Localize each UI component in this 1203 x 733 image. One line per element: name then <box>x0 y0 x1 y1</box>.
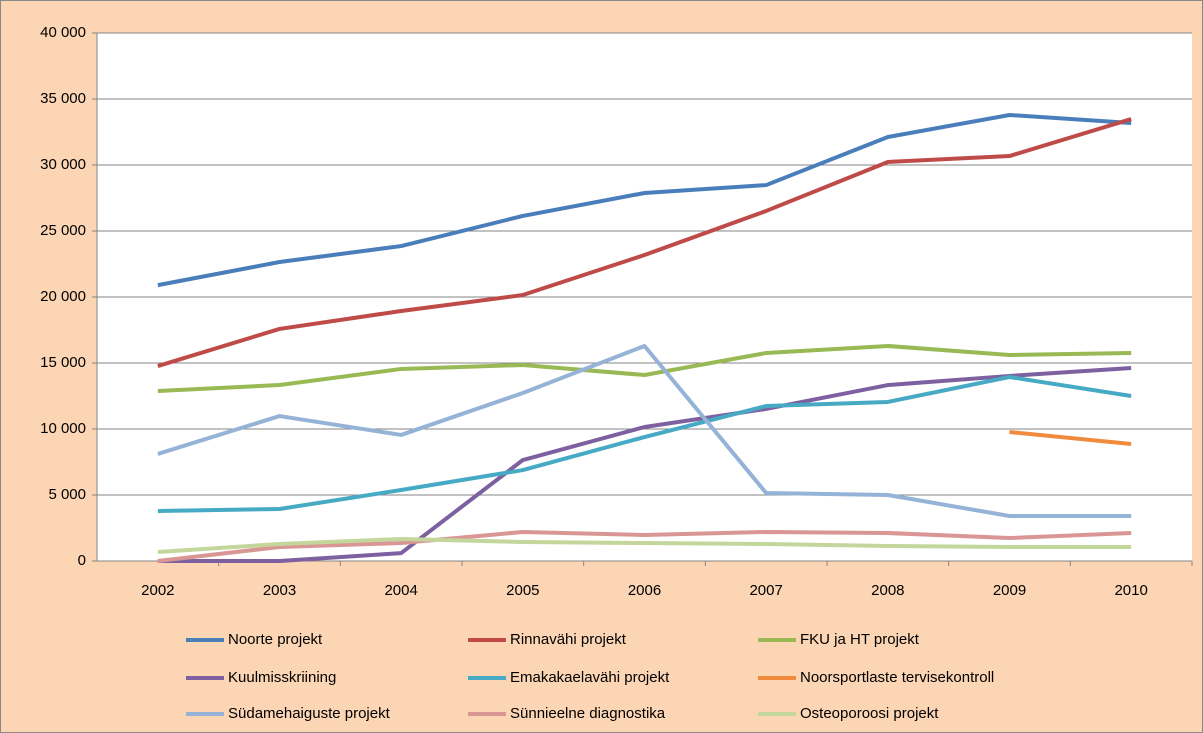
x-tick-label: 2006 <box>628 582 661 599</box>
x-tick-label: 2007 <box>749 582 782 599</box>
x-tick-label: 2005 <box>506 582 539 599</box>
series-line <box>157 366 1132 563</box>
y-tick-label: 25 000 <box>40 222 86 239</box>
legend-label: Osteoporoosi projekt <box>800 705 939 722</box>
y-tick-label: 10 000 <box>40 420 86 437</box>
series-line <box>157 374 1132 513</box>
x-tick-label: 2008 <box>871 582 904 599</box>
x-tick-label: 2003 <box>263 582 296 599</box>
y-tick-label: 15 000 <box>40 354 86 371</box>
x-tick-label: 2002 <box>141 582 174 599</box>
y-tick-label: 0 <box>78 552 86 569</box>
x-tick-label: 2004 <box>384 582 417 599</box>
y-tick-label: 40 000 <box>40 24 86 41</box>
legend-label: Emakakaelavähi projekt <box>510 669 670 686</box>
x-tick-label: 2009 <box>993 582 1026 599</box>
series-line <box>157 343 1132 393</box>
legend-label: Noorte projekt <box>228 631 323 648</box>
y-tick-label: 30 000 <box>40 156 86 173</box>
series-line <box>157 536 1132 555</box>
legend-label: Südamehaiguste projekt <box>228 705 391 722</box>
legend-label: FKU ja HT projekt <box>800 631 920 648</box>
y-tick-label: 5 000 <box>48 486 86 503</box>
legend-label: Sünnieelne diagnostika <box>510 705 666 722</box>
x-tick-label: 2010 <box>1114 582 1147 599</box>
series-line <box>157 529 1132 563</box>
legend-label: Noorsportlaste tervisekontroll <box>800 669 994 686</box>
series-line <box>157 117 1132 368</box>
y-tick-label: 20 000 <box>40 288 86 305</box>
legend-label: Rinnavähi projekt <box>510 631 627 648</box>
series-line <box>157 112 1132 288</box>
series-line <box>1009 430 1132 447</box>
series-line <box>157 343 1132 518</box>
y-tick-label: 35 000 <box>40 90 86 107</box>
legend-label: Kuulmisskriining <box>228 669 336 686</box>
